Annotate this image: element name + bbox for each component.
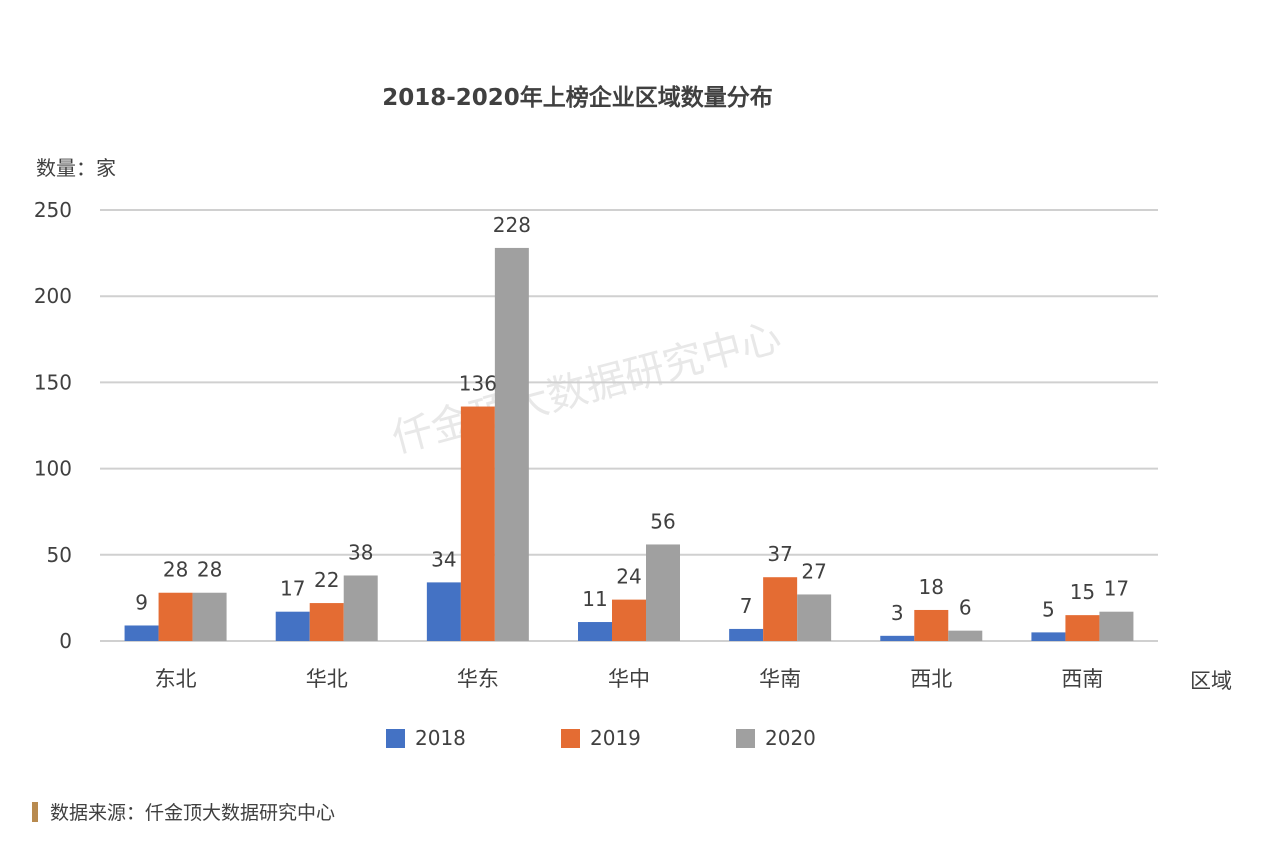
legend-label-2019: 2019: [590, 726, 641, 750]
data-label-2020-东北: 28: [197, 558, 222, 582]
bar-2020-西南: [1099, 611, 1134, 641]
data-label-2019-华北: 22: [314, 568, 339, 592]
legend-swatch-2018: [386, 728, 405, 748]
x-axis-label: 区域: [1190, 669, 1232, 693]
y-axis-label: 数量：家: [36, 156, 116, 180]
data-label-2018-华北: 17: [280, 577, 305, 601]
data-label-2018-华中: 11: [582, 587, 607, 611]
legend-swatch-2020: [736, 728, 755, 748]
x-tick-label: 华南: [759, 667, 801, 691]
legend-item-2019: 2019: [561, 726, 736, 750]
source-text: 数据来源：仟金顶大数据研究中心: [50, 802, 336, 824]
bar-2019-华东: [460, 406, 495, 641]
legend-item-2018: 2018: [386, 726, 561, 750]
bar-2018-华南: [729, 628, 764, 641]
bar-2019-华南: [763, 577, 798, 641]
bar-2019-华北: [309, 603, 344, 641]
bar-2019-西北: [914, 609, 949, 641]
y-tick-label: 150: [34, 370, 72, 394]
bar-2018-华北: [275, 611, 310, 641]
x-tick-label: 西南: [1061, 667, 1103, 691]
y-tick-label: 200: [34, 284, 72, 308]
data-label-2020-华北: 38: [348, 540, 373, 564]
data-label-2019-东北: 28: [163, 558, 188, 582]
y-axis-tick-labels: 0 50 100 150 200 250: [34, 198, 72, 653]
data-label-2018-西北: 3: [891, 601, 904, 625]
data-label-2019-华中: 24: [616, 565, 641, 589]
y-tick-label: 50: [47, 543, 72, 567]
data-label-2018-华东: 34: [431, 547, 456, 571]
bar-2020-华中: [646, 544, 680, 641]
legend-swatch-2019: [561, 728, 580, 748]
legend-label-2020: 2020: [765, 726, 816, 750]
data-label-2018-东北: 9: [135, 590, 148, 614]
bar-2020-华南: [797, 594, 832, 641]
data-label-2020-西南: 17: [1104, 577, 1129, 601]
data-label-2018-华南: 7: [740, 594, 753, 618]
x-tick-label: 华东: [457, 667, 499, 691]
data-labels: 9 28 28 17 22 38 34 136 228 11 24 56 7 37 27 3 18 6 5 15 17: [135, 213, 1129, 625]
bar-2018-华中: [578, 622, 612, 641]
bar-2020-华北: [343, 575, 378, 641]
y-tick-label: 0: [59, 629, 72, 653]
data-label-2019-华南: 37: [767, 542, 792, 566]
legend-item-2020: 2020: [736, 726, 911, 750]
data-label-2019-西北: 18: [919, 575, 944, 599]
bar-2020-华东: [494, 247, 529, 642]
data-label-2018-西南: 5: [1042, 597, 1055, 621]
bar-2020-西北: [948, 630, 983, 641]
bar-2018-东北: [124, 625, 159, 641]
bar-2019-东北: [158, 592, 193, 641]
bar-2018-西北: [880, 635, 915, 641]
legend-label-2018: 2018: [415, 726, 466, 750]
data-label-2019-华东: 136: [459, 372, 497, 396]
bar-2020-东北: [192, 592, 227, 641]
bar-2019-华中: [612, 599, 646, 641]
data-label-2019-西南: 15: [1070, 580, 1095, 604]
bar-2019-西南: [1065, 615, 1100, 641]
x-tick-label: 华中: [608, 667, 650, 691]
bar-2018-西南: [1031, 632, 1066, 641]
data-label-2020-华东: 228: [493, 213, 531, 237]
y-tick-label: 100: [34, 457, 72, 481]
data-label-2020-华中: 56: [650, 509, 675, 533]
data-label-2020-西北: 6: [959, 596, 972, 620]
bars: [124, 247, 1134, 642]
legend: 2018 2019 2020: [386, 726, 911, 750]
data-source-note: 数据来源：仟金顶大数据研究中心: [32, 798, 335, 825]
x-tick-label: 西北: [910, 667, 952, 691]
y-tick-label: 250: [34, 198, 72, 222]
data-label-2020-华南: 27: [801, 559, 826, 583]
x-axis-tick-labels: 东北 华北 华东 华中 华南 西北 西南: [155, 667, 1104, 691]
x-tick-label: 东北: [155, 667, 197, 691]
bar-2018-华东: [426, 582, 461, 641]
x-tick-label: 华北: [306, 667, 348, 691]
chart-title: 2018-2020年上榜企业区域数量分布: [382, 85, 773, 111]
source-marker: [32, 801, 38, 822]
